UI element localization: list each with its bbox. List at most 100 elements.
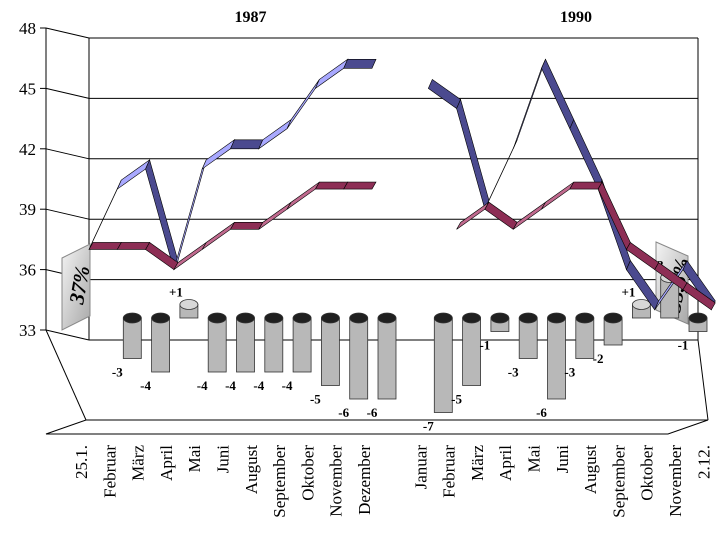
series-1-segment xyxy=(484,139,518,210)
bar-label: -4 xyxy=(140,378,151,393)
section-label: 1987 xyxy=(235,9,267,26)
bars: -3-4+1-4-4-4-4-5-6-6-7-5-1-3-6-3-2+1+3-1 xyxy=(112,258,708,434)
bar-top xyxy=(122,312,142,324)
y-tick-label: 42 xyxy=(19,140,36,159)
floor-edge-right xyxy=(697,339,709,421)
series-2-segment xyxy=(201,222,235,250)
series-1-segment xyxy=(456,98,490,211)
y-axis-ticks: 33 36 39 42 45 48 xyxy=(19,19,46,340)
y-tick-label: 48 xyxy=(19,19,36,38)
series-1-segment xyxy=(116,159,151,190)
category-label: Februar xyxy=(100,445,119,498)
category-label: Juni xyxy=(553,445,572,474)
bar xyxy=(575,317,595,359)
category-label: April xyxy=(157,445,176,481)
series-1-segment xyxy=(569,118,603,190)
series-1-segment xyxy=(286,79,320,129)
series-1-segment xyxy=(258,118,292,150)
gridline-side xyxy=(45,329,90,341)
category-label: September xyxy=(270,445,289,518)
bar-top xyxy=(603,312,623,324)
bar-top xyxy=(547,312,566,324)
category-label: März xyxy=(468,445,487,481)
bar-top xyxy=(236,312,255,324)
gridline-side xyxy=(45,27,90,39)
category-label: April xyxy=(496,445,515,481)
bar-label: -3 xyxy=(508,365,519,380)
series-2-segment xyxy=(682,282,716,311)
bar xyxy=(518,317,538,359)
section-label: 1990 xyxy=(560,9,592,26)
bar-top xyxy=(377,312,397,324)
bar-label: -4 xyxy=(225,378,236,393)
category-label: November xyxy=(327,445,346,517)
bar xyxy=(377,317,397,400)
y-tick-label: 33 xyxy=(19,321,36,340)
series-1-segment xyxy=(230,139,264,150)
bar xyxy=(236,317,255,373)
category-label: Dezember xyxy=(355,445,374,515)
bar-top xyxy=(688,312,708,324)
series-1-segment xyxy=(512,59,546,149)
series-1-segment xyxy=(427,78,461,109)
bar-label: -6 xyxy=(367,405,378,420)
series-2-segment xyxy=(116,242,151,250)
bar xyxy=(264,317,284,373)
bar-label: -6 xyxy=(338,405,349,420)
bar xyxy=(547,317,566,400)
bar xyxy=(349,317,369,400)
bar-top xyxy=(490,312,510,324)
bar xyxy=(207,317,227,373)
series-2-segment xyxy=(286,181,320,210)
bar-label: -4 xyxy=(253,378,264,393)
floor-edge xyxy=(45,329,87,421)
series-2-segment xyxy=(597,181,631,251)
bar-label: -3 xyxy=(564,365,575,380)
category-label: Februar xyxy=(440,445,459,498)
bar-top xyxy=(292,312,312,324)
bar-label: -6 xyxy=(536,405,547,420)
series-2-segment xyxy=(541,181,575,210)
series-1-segment xyxy=(541,58,575,130)
series-1-segment xyxy=(343,58,377,69)
bar-label: -2 xyxy=(593,351,604,366)
category-label: August xyxy=(581,445,600,494)
bar-top xyxy=(433,312,453,324)
category-label: November xyxy=(666,445,685,517)
bar xyxy=(151,317,171,373)
bar-top xyxy=(179,299,199,310)
bar-top xyxy=(518,312,538,324)
y-tick-label: 39 xyxy=(19,200,36,219)
series-2-segment xyxy=(456,201,490,230)
series-2-segment xyxy=(569,181,603,190)
grid xyxy=(45,27,709,435)
bar-label: -1 xyxy=(678,338,689,353)
category-label: März xyxy=(129,445,148,481)
bar xyxy=(292,317,312,373)
bar-top xyxy=(207,312,227,324)
bar-top xyxy=(632,299,651,310)
series-2-segment xyxy=(314,181,349,190)
bar-label: -1 xyxy=(479,338,490,353)
series-2-segment xyxy=(484,201,518,230)
gridline-side xyxy=(45,208,90,220)
bar-label: -5 xyxy=(310,392,321,407)
bar-top xyxy=(264,312,284,324)
category-label: Mai xyxy=(525,445,544,473)
category-label: 2.12. xyxy=(694,445,713,479)
category-label: Juni xyxy=(214,445,233,474)
bar-label: -4 xyxy=(197,378,208,393)
category-label: Oktober xyxy=(298,445,317,501)
lines xyxy=(88,58,716,311)
category-label: 25.1. xyxy=(72,445,91,479)
gridline-side xyxy=(45,87,90,99)
bar xyxy=(462,317,482,386)
series-2-segment xyxy=(512,201,546,230)
series-1-segment xyxy=(173,159,207,270)
bar-label: -7 xyxy=(423,419,434,434)
bar xyxy=(433,317,453,413)
category-axis: 25.1. Februar März April Mai Juni August Septem… xyxy=(72,445,713,518)
gridline-side xyxy=(45,148,90,160)
bar-top xyxy=(349,312,369,324)
series-2-segment xyxy=(88,242,122,250)
